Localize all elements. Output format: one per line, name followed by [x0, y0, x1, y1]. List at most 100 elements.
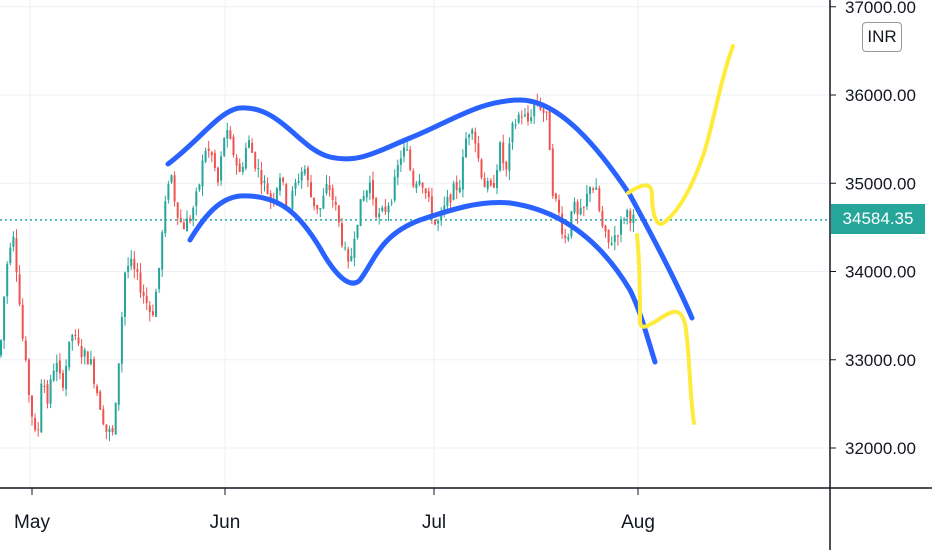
time-axis[interactable]: May Jun Jul Aug	[14, 488, 655, 533]
candle-body	[548, 109, 551, 151]
candle-body	[18, 274, 21, 305]
lower-channel-curve	[187, 193, 658, 365]
time-tick-label: Aug	[621, 512, 655, 533]
candle-body	[105, 424, 108, 432]
currency-badge[interactable]: INR	[862, 22, 902, 52]
candle-body	[108, 428, 111, 433]
candle-body	[83, 349, 86, 357]
candle-body	[353, 238, 356, 258]
candle-body	[585, 193, 588, 207]
candle-body	[244, 148, 247, 169]
candle-body	[254, 152, 257, 169]
price-axis[interactable]: 32000.00 33000.00 34000.00 35000.00 36000.00…	[830, 0, 916, 458]
candle-body	[213, 152, 216, 169]
candle-body	[37, 429, 40, 431]
candle-body	[610, 242, 613, 245]
candle-body	[399, 158, 402, 165]
candle-body	[474, 131, 477, 144]
candle-body	[551, 148, 554, 196]
candle-body	[446, 196, 449, 207]
candle-body	[331, 188, 334, 201]
candle-body	[155, 291, 157, 317]
candle-body	[328, 185, 331, 191]
candle-body	[12, 236, 15, 247]
candle-body	[344, 247, 347, 249]
candle-body	[210, 152, 213, 156]
candle-body	[499, 142, 502, 171]
candle-body	[235, 157, 238, 166]
candle-body	[55, 362, 58, 372]
candle-body	[508, 143, 511, 171]
candle-body	[511, 123, 514, 143]
candle-body	[418, 180, 421, 185]
candle-body	[381, 207, 384, 211]
candle-body	[443, 205, 446, 211]
price-tick-label: 35000.00	[845, 174, 916, 193]
candle-body	[130, 258, 133, 267]
candle-body	[378, 213, 381, 217]
candle-body	[77, 337, 80, 344]
candle-body	[207, 148, 210, 151]
candle-body	[545, 111, 548, 113]
candle-body	[186, 218, 188, 232]
candle-body	[319, 208, 322, 210]
candle-body	[406, 149, 409, 151]
candle-body	[362, 196, 365, 201]
candle-body	[65, 366, 68, 390]
candle-body	[49, 379, 52, 404]
candle-body	[285, 184, 288, 207]
candle-body	[263, 180, 266, 183]
candle-body	[415, 183, 418, 189]
time-tick-label: Jun	[210, 512, 241, 533]
candle-body	[127, 266, 130, 272]
candle-body	[43, 385, 46, 387]
candle-body	[89, 359, 92, 365]
candle-body	[6, 263, 9, 297]
candle-body	[40, 383, 43, 433]
candle-body	[260, 170, 263, 185]
candle-body	[427, 191, 430, 198]
candle-body	[533, 103, 536, 117]
candle-body	[607, 229, 610, 243]
candle-body	[375, 198, 378, 218]
candle-body	[365, 190, 368, 198]
candle-body	[412, 170, 415, 187]
candle-body	[133, 258, 136, 270]
candle-body	[173, 175, 176, 202]
candle-body	[471, 129, 474, 134]
candle-body	[384, 206, 387, 212]
candle-body	[626, 209, 629, 218]
candle-body	[120, 317, 123, 364]
candle-body	[27, 359, 30, 395]
candle-body	[204, 150, 207, 162]
candle-body	[334, 201, 337, 205]
candle-body	[542, 109, 545, 113]
candle-body	[114, 403, 117, 435]
candle-body	[142, 291, 145, 296]
candle-body	[437, 220, 440, 224]
price-tick-label: 34000.00	[845, 263, 916, 282]
candle-body	[21, 304, 24, 339]
candle-body	[300, 171, 303, 181]
candle-body	[158, 267, 161, 290]
candle-body	[68, 341, 71, 368]
candle-body	[229, 130, 232, 139]
candle-body	[480, 159, 483, 178]
candle-body	[576, 201, 579, 215]
candle-body	[102, 409, 105, 425]
candle-body	[341, 223, 343, 246]
candle-body	[198, 184, 201, 190]
upper-channel-curve	[165, 97, 695, 321]
candle-body	[117, 363, 120, 405]
candle-body	[0, 340, 2, 356]
candle-body	[520, 116, 523, 118]
candle-body	[616, 235, 619, 237]
candle-body	[217, 167, 219, 183]
candle-body	[477, 143, 480, 159]
candle-body	[275, 188, 278, 203]
candle-body	[390, 202, 393, 204]
candle-body	[486, 181, 489, 189]
candle-body	[241, 166, 244, 173]
